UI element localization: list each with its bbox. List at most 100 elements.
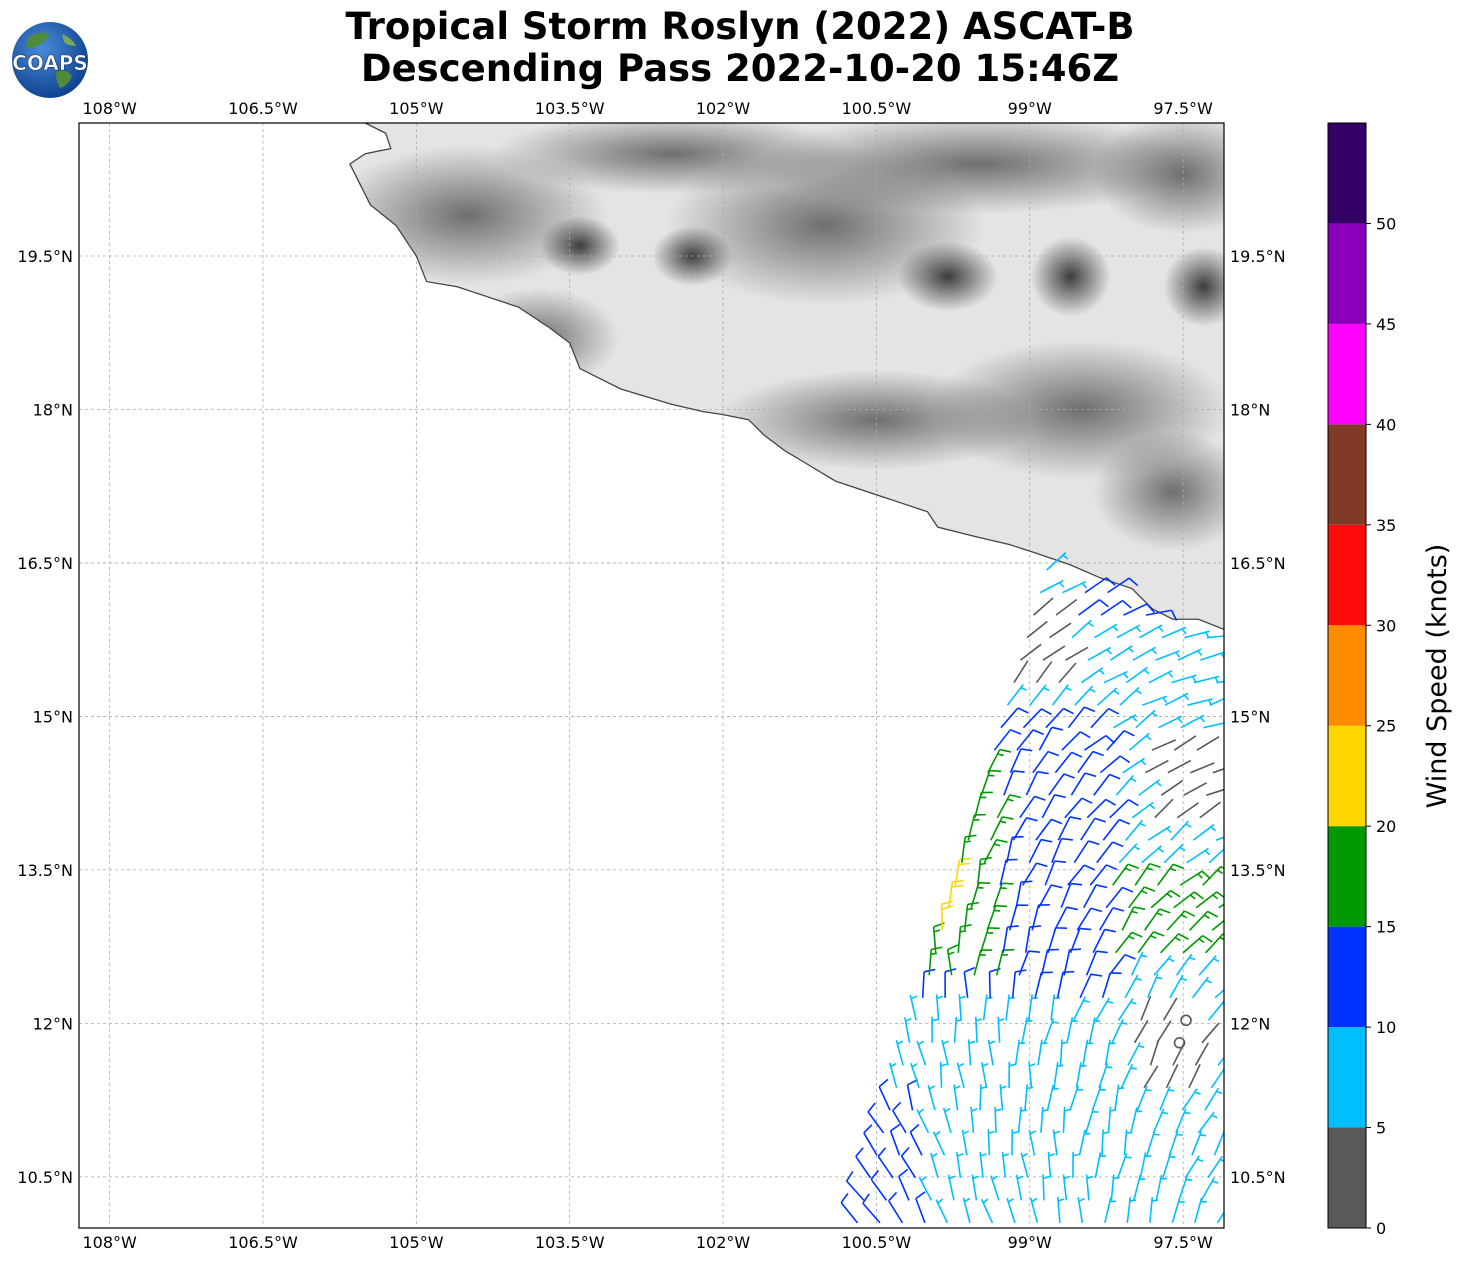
lon-tick-top: 103.5°W (535, 99, 605, 118)
wind-barb-staff (1012, 817, 1028, 841)
lat-tick-right: 18°N (1230, 400, 1270, 419)
wind-barb-staff (1126, 1196, 1132, 1223)
terrain-shade (492, 123, 852, 194)
wind-barb-staff (997, 1016, 1001, 1043)
wind-barb-feather (1002, 882, 1014, 885)
wind-barb-half-feather (1130, 777, 1137, 783)
wind-barb-staff (1048, 773, 1065, 796)
wind-barb-staff (1206, 635, 1224, 639)
wind-barb (1207, 1155, 1224, 1179)
wind-barb-staff (906, 1084, 914, 1111)
wind-barb-staff (1173, 735, 1197, 751)
wind-barb-staff (1170, 820, 1189, 841)
wind-barb (1054, 751, 1083, 774)
wind-barb-staff (1131, 801, 1154, 819)
wind-barb (1100, 599, 1132, 616)
wind-barb-feather (1159, 908, 1171, 914)
wind-barb (1128, 886, 1156, 909)
colorbar-bin (1328, 1127, 1366, 1228)
wind-barb-staff (935, 994, 940, 1021)
wind-barb-half-feather (964, 1197, 971, 1203)
wind-barb-half-feather (988, 1040, 996, 1045)
wind-barb (1123, 603, 1156, 616)
wind-barb-staff (999, 859, 1007, 886)
wind-barb (1143, 1065, 1159, 1089)
wind-barb-staff (1116, 624, 1141, 639)
wind-barb-staff (892, 1110, 907, 1134)
wind-barb-staff (1098, 907, 1114, 931)
wind-barb (1034, 971, 1053, 998)
wind-barb-half-feather (937, 1198, 944, 1204)
wind-barb-staff (962, 1197, 971, 1224)
lon-tick-top: 108°W (82, 99, 137, 118)
wind-barb-feather (958, 862, 971, 866)
wind-barb-staff (867, 1111, 885, 1134)
wind-barb (1019, 795, 1046, 819)
wind-barb-staff (1123, 603, 1148, 616)
wind-barb (932, 1130, 946, 1156)
wind-barb-feather (1071, 751, 1083, 758)
wind-barb (1015, 880, 1033, 908)
wind-barb (1085, 1174, 1094, 1201)
wind-barb (1112, 863, 1139, 886)
wind-barb (1216, 680, 1224, 684)
wind-barb-feather (964, 966, 976, 973)
wind-barb-half-feather (1139, 822, 1146, 827)
wind-barb-staff (1175, 1108, 1187, 1134)
wind-barb (956, 1152, 964, 1178)
wind-barb (1202, 865, 1224, 886)
wind-barb-staff (1059, 1039, 1063, 1066)
wind-barb-staff (1164, 692, 1189, 706)
wind-barb (1206, 788, 1224, 796)
wind-barb (1159, 1085, 1175, 1111)
wind-barb-staff (1040, 1106, 1044, 1133)
wind-barb-staff (898, 1176, 910, 1201)
wind-barb-half-feather (1232, 1048, 1238, 1051)
wind-barb (1096, 687, 1120, 706)
wind-barb-feather (892, 1101, 902, 1112)
wind-barb-staff (1206, 788, 1224, 796)
wind-barb-staff (1022, 862, 1038, 886)
wind-barb-staff (1006, 1197, 1016, 1224)
wind-barb-half-feather (933, 929, 941, 933)
wind-barb (1133, 1020, 1149, 1044)
colorbar-tick-label: 20 (1376, 817, 1396, 836)
wind-barb-staff (1142, 695, 1168, 706)
wind-barb-feather (1010, 728, 1022, 735)
wind-barb (1006, 835, 1024, 863)
wind-barb-staff (1130, 1107, 1138, 1134)
wind-barb (1022, 862, 1048, 886)
wind-barb (1209, 697, 1224, 706)
wind-barb-half-feather (1157, 847, 1164, 853)
wind-barb-half-feather (1058, 581, 1065, 588)
wind-barb-half-feather (1223, 1068, 1224, 1071)
wind-barb-staff (1057, 816, 1071, 841)
wind-barb-staff (999, 1084, 1004, 1111)
wind-barb (931, 1016, 939, 1043)
wind-barb (1166, 910, 1196, 931)
wind-barb-half-feather (1232, 983, 1237, 987)
wind-barb-staff (1168, 1130, 1179, 1156)
wind-barb-half-feather (972, 1175, 979, 1180)
wind-barb (1029, 1197, 1039, 1224)
wind-barb-feather (996, 838, 1008, 843)
wind-barb (928, 946, 943, 976)
wind-barb-feather (1020, 748, 1033, 752)
wind-barb (1038, 726, 1064, 751)
wind-barb-half-feather (1029, 1130, 1037, 1135)
wind-barb (1122, 757, 1147, 774)
wind-barb-staff (1171, 674, 1197, 684)
wind-barb-feather (965, 834, 977, 838)
wind-barb-staff (1058, 662, 1077, 684)
wind-barb-feather (1083, 864, 1095, 871)
wind-barb (1015, 1174, 1024, 1201)
wind-barb (1107, 577, 1139, 594)
wind-barb-half-feather (1199, 1134, 1207, 1137)
wind-barb (840, 1192, 859, 1224)
wind-barb-staff (1015, 882, 1022, 908)
wind-barb-feather (931, 946, 943, 951)
wind-barb (1089, 864, 1118, 886)
lon-tick-top: 99°W (1008, 99, 1052, 118)
wind-barb (1121, 906, 1146, 931)
wind-barb (1062, 1174, 1071, 1201)
